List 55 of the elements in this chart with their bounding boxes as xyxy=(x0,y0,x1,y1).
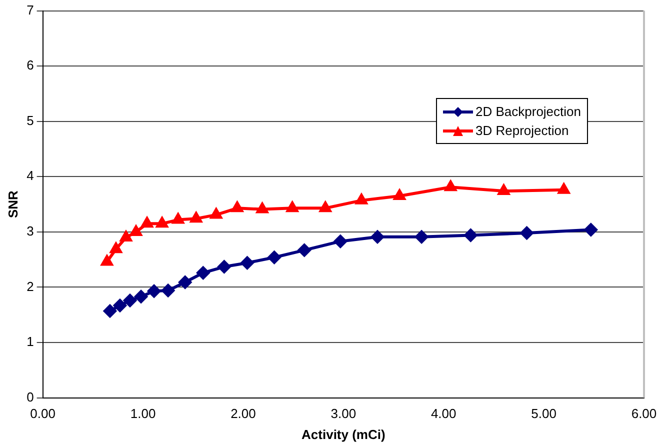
point xyxy=(110,242,122,254)
point xyxy=(156,217,168,228)
point xyxy=(124,294,136,307)
x-tick-label: 4.00 xyxy=(430,406,456,422)
x-tick-label: 3.00 xyxy=(330,406,356,422)
point xyxy=(394,190,406,200)
point xyxy=(210,208,222,219)
point xyxy=(464,228,478,242)
point xyxy=(444,180,456,192)
point xyxy=(520,226,534,240)
point xyxy=(256,202,268,214)
point xyxy=(584,223,598,236)
point xyxy=(178,276,192,289)
y-tick-label: 5 xyxy=(26,112,34,128)
point xyxy=(134,290,148,304)
point xyxy=(190,212,202,223)
y-tick-label: 7 xyxy=(26,2,34,18)
point xyxy=(498,184,510,196)
point xyxy=(148,284,161,298)
y-axis-title: SNR xyxy=(5,190,20,218)
point xyxy=(172,213,184,224)
point xyxy=(196,266,210,280)
point xyxy=(415,230,428,244)
y-tick-label: 2 xyxy=(26,278,34,294)
point xyxy=(370,230,384,244)
point xyxy=(558,183,570,194)
y-tick-label: 6 xyxy=(26,58,34,73)
x-tick-label: 2.00 xyxy=(230,406,256,422)
point xyxy=(356,194,368,204)
x-tick-label: 1.00 xyxy=(130,406,156,422)
y-tick-label: 1 xyxy=(26,334,34,350)
point xyxy=(334,234,347,248)
x-tick-label: 5.00 xyxy=(531,406,556,422)
y-tick-label: 0 xyxy=(26,389,34,404)
point xyxy=(101,255,113,266)
point xyxy=(162,284,175,298)
point xyxy=(231,202,244,212)
point xyxy=(320,202,332,212)
point xyxy=(240,256,254,270)
point xyxy=(103,304,116,318)
y-tick-label: 4 xyxy=(26,168,34,184)
y-tick-label: 3 xyxy=(26,224,34,239)
point xyxy=(268,250,281,264)
point xyxy=(286,202,298,212)
point xyxy=(298,244,311,257)
x-tick-label: 0.00 xyxy=(30,406,56,422)
point xyxy=(130,225,142,236)
legend-label: 2D Backprojection xyxy=(476,103,581,121)
point xyxy=(120,230,132,242)
x-tick-label: 6.00 xyxy=(631,406,657,422)
point xyxy=(141,217,153,228)
point xyxy=(218,260,231,274)
legend-label: 3D Reprojection xyxy=(476,122,569,140)
point xyxy=(113,298,126,312)
x-axis-title: Activity (mCi) xyxy=(302,426,386,442)
